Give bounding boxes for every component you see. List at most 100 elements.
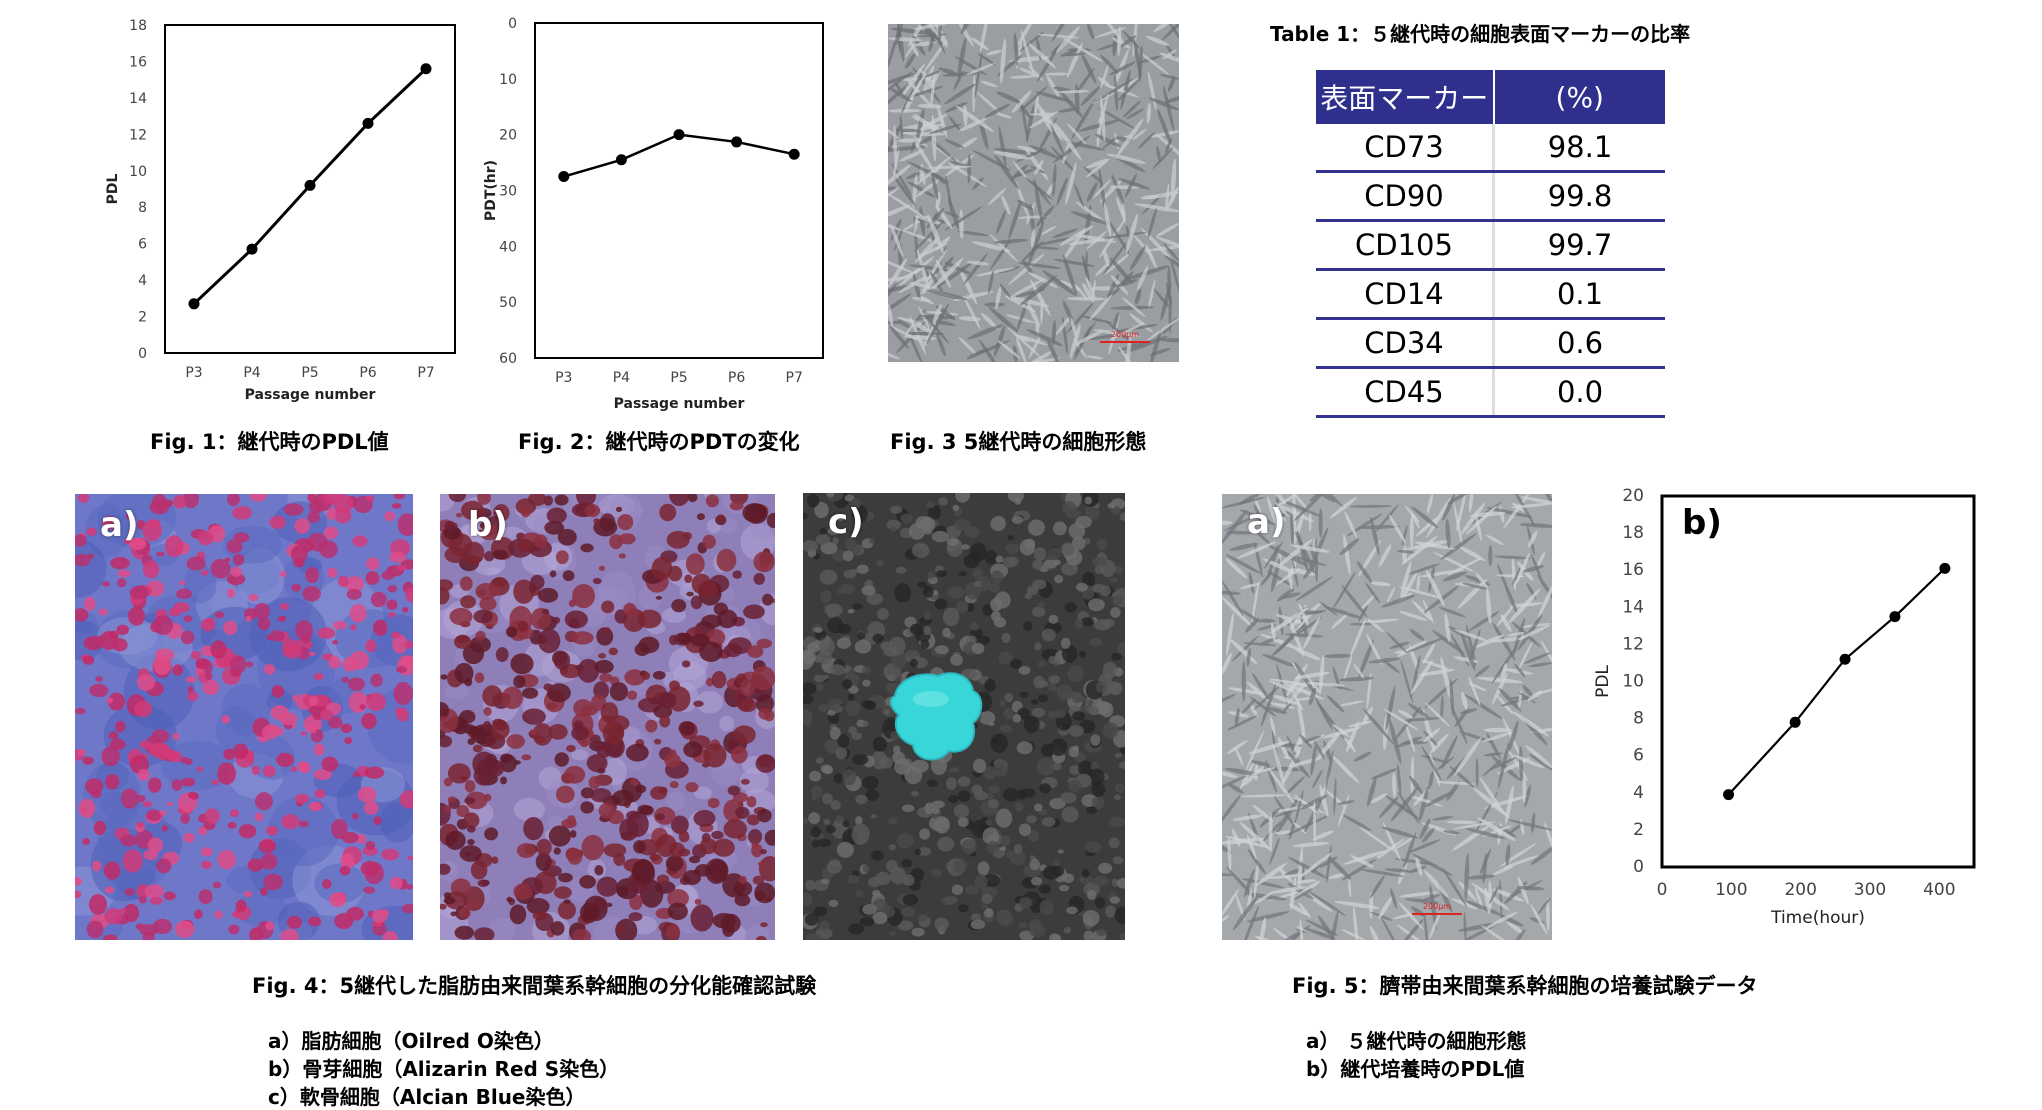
y-tick-label: 0 <box>508 16 517 32</box>
table-cell-percent: 0.0 <box>1493 367 1665 418</box>
table-row: CD45 0.0 <box>1316 367 1665 418</box>
y-tick-label: 0 <box>138 346 147 362</box>
y-tick-label: 12 <box>129 127 147 143</box>
x-tick-label: P5 <box>670 370 687 386</box>
y-tick-label: 16 <box>129 54 147 70</box>
marker-table: 表面マーカー (%) CD73 98.1 CD90 99.8 CD105 99.7 C… <box>1316 70 1665 418</box>
table-header-marker: 表面マーカー <box>1316 70 1495 124</box>
x-tick-label: P7 <box>786 370 803 386</box>
data-point <box>1939 562 1951 574</box>
x-axis-label: Passage number <box>614 396 745 412</box>
fig5-item-a: a） ５継代時の細胞形態 <box>1306 1029 1527 1053</box>
y-tick-label: 18 <box>129 18 147 34</box>
fig1-chart: 0 2 4 6 8 10 12 14 16 18 P3 P4 P5 P6 P7 Passage number P… <box>105 18 456 403</box>
fig4a-label: a) <box>100 505 139 545</box>
y-tick-label: 0 <box>1633 857 1644 877</box>
y-tick-label: 8 <box>1633 709 1644 729</box>
fig4-item-a: a）脂肪細胞（Oilred O染色） <box>268 1029 554 1053</box>
x-tick-label: 400 <box>1923 880 1955 900</box>
y-tick-label: 14 <box>129 91 147 107</box>
table-row: CD14 0.1 <box>1316 269 1665 320</box>
y-tick-label: 2 <box>1633 820 1644 840</box>
plot-area <box>1660 494 1976 869</box>
table-row: CD73 98.1 <box>1316 124 1665 173</box>
fig4a-oilred-photo <box>75 494 413 940</box>
y-tick-label: 60 <box>499 351 517 367</box>
y-tick-label: 12 <box>1622 634 1644 654</box>
table-cell-percent: 0.1 <box>1493 269 1665 320</box>
y-tick-label: 20 <box>499 128 517 144</box>
data-point <box>558 171 570 183</box>
fig5a-label: a) <box>1247 502 1286 542</box>
data-point <box>673 129 685 141</box>
y-tick-label: 10 <box>499 72 517 88</box>
x-tick-label: P3 <box>555 370 572 386</box>
table-header-row: 表面マーカー (%) <box>1316 70 1665 124</box>
y-tick-label: 10 <box>129 164 147 180</box>
fig4c-alcian-photo <box>803 493 1125 940</box>
x-tick-label: 300 <box>1854 880 1886 900</box>
table-cell-percent: 0.6 <box>1493 318 1665 369</box>
table-cell-percent: 99.8 <box>1493 171 1665 222</box>
table-cell-marker: CD14 <box>1316 269 1495 320</box>
fig5b-label: b) <box>1682 503 1722 543</box>
data-point <box>731 136 743 148</box>
y-tick-label: 4 <box>138 273 147 289</box>
alcian-blue-pellet <box>889 672 983 761</box>
table1-title: Table 1：５継代時の細胞表面マーカーの比率 <box>1270 22 1691 46</box>
data-point <box>188 298 200 310</box>
x-tick-label: P3 <box>185 365 202 381</box>
table-cell-marker: CD34 <box>1316 318 1495 369</box>
x-tick-label: P6 <box>728 370 745 386</box>
data-point <box>1839 653 1851 665</box>
table-cell-percent: 98.1 <box>1493 124 1665 173</box>
fig5-item-b: b）継代培養時のPDL値 <box>1306 1057 1525 1081</box>
x-tick-label: P4 <box>613 370 630 386</box>
fig5-caption: Fig. 5：臍帯由来間葉系幹細胞の培養試験データ <box>1292 974 1758 998</box>
x-tick-label: P7 <box>417 365 434 381</box>
fig2-caption: Fig. 2：継代時のPDTの変化 <box>518 430 800 454</box>
data-point <box>1789 716 1801 728</box>
data-point <box>788 148 800 160</box>
fig2-chart: 0 10 20 30 40 50 60 P3 P4 P5 P6 P7 Passage number PDT… <box>483 16 824 412</box>
y-tick-label: 4 <box>1633 783 1644 803</box>
data-point <box>304 179 316 191</box>
fig4b-label: b) <box>468 505 508 545</box>
x-tick-label: P5 <box>301 365 318 381</box>
fig4-item-b: b）骨芽細胞（Alizarin Red S染色） <box>268 1057 620 1081</box>
fig4b-alizarin-photo <box>440 494 775 940</box>
y-tick-label: 16 <box>1622 560 1644 580</box>
table-row: CD105 99.7 <box>1316 220 1665 271</box>
fig3-caption: Fig. 3 5継代時の細胞形態 <box>890 430 1147 454</box>
y-tick-label: 18 <box>1622 523 1644 543</box>
table-cell-percent: 99.7 <box>1493 220 1665 271</box>
y-tick-label: 50 <box>499 295 517 311</box>
x-tick-label: 200 <box>1784 880 1816 900</box>
x-axis-label: Passage number <box>245 387 376 403</box>
fig5a-cell-photo: 200μm <box>1222 494 1552 940</box>
table-cell-marker: CD105 <box>1316 220 1495 271</box>
data-point <box>1723 789 1735 801</box>
y-axis-label: PDT(hr) <box>483 160 499 221</box>
y-tick-label: 10 <box>1622 672 1644 692</box>
fig5-scalebar-label: 200μm <box>1423 902 1451 911</box>
fig4c-label: c) <box>828 502 864 542</box>
plot-area <box>534 22 824 359</box>
y-tick-label: 2 <box>138 310 147 326</box>
table-cell-marker: CD73 <box>1316 124 1495 173</box>
fig1-caption: Fig. 1：継代時のPDL値 <box>150 430 389 454</box>
y-tick-label: 14 <box>1622 597 1644 617</box>
x-axis-label: Time(hour) <box>1770 908 1865 928</box>
data-point <box>420 63 432 75</box>
table-row: CD90 99.8 <box>1316 171 1665 222</box>
x-tick-label: P6 <box>359 365 376 381</box>
x-tick-label: 0 <box>1657 880 1668 900</box>
y-tick-label: 20 <box>1622 486 1644 506</box>
table-row: CD34 0.6 <box>1316 318 1665 369</box>
data-point <box>1889 611 1901 623</box>
y-tick-label: 6 <box>138 237 147 253</box>
table-cell-marker: CD45 <box>1316 367 1495 418</box>
y-tick-label: 30 <box>499 184 517 200</box>
x-tick-label: P4 <box>243 365 260 381</box>
